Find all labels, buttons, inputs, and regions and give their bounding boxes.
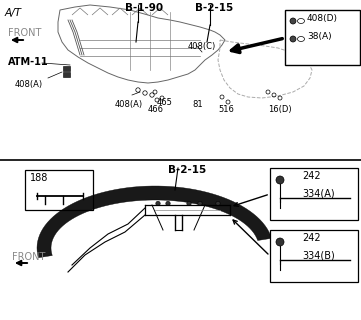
Bar <box>63 71 70 76</box>
Text: FRONT: FRONT <box>8 28 42 38</box>
Circle shape <box>276 238 284 246</box>
Text: 516: 516 <box>218 105 234 114</box>
Text: A/T: A/T <box>5 8 22 18</box>
Text: 334(A): 334(A) <box>302 188 335 198</box>
Bar <box>25 170 93 210</box>
Circle shape <box>276 176 284 184</box>
Circle shape <box>290 18 296 24</box>
Text: 16(D): 16(D) <box>268 105 292 114</box>
Text: 334(B): 334(B) <box>302 250 335 260</box>
Text: B-2-15: B-2-15 <box>168 165 206 175</box>
Circle shape <box>216 201 220 206</box>
Text: B-1-90: B-1-90 <box>125 3 163 13</box>
Circle shape <box>156 201 160 206</box>
Circle shape <box>187 201 191 206</box>
Polygon shape <box>37 186 271 258</box>
Text: 466: 466 <box>148 105 164 114</box>
Text: ATM-11: ATM-11 <box>8 57 49 67</box>
Text: 408(A): 408(A) <box>115 100 143 109</box>
Text: 465: 465 <box>157 98 173 107</box>
Text: 38(A): 38(A) <box>307 32 332 41</box>
Circle shape <box>290 36 296 42</box>
Text: 188: 188 <box>30 173 48 183</box>
Circle shape <box>198 201 202 206</box>
Bar <box>285 10 360 65</box>
Bar <box>63 66 70 70</box>
Text: 242: 242 <box>302 233 321 243</box>
Text: 81: 81 <box>192 100 203 109</box>
Text: 242: 242 <box>302 171 321 181</box>
Circle shape <box>166 201 170 206</box>
Bar <box>270 230 358 282</box>
Text: 408(C): 408(C) <box>188 42 216 51</box>
Bar <box>270 168 358 220</box>
Text: FRONT: FRONT <box>12 252 45 262</box>
Text: 408(D): 408(D) <box>307 14 338 23</box>
Text: B-2-15: B-2-15 <box>195 3 233 13</box>
Text: 408(A): 408(A) <box>15 80 43 89</box>
